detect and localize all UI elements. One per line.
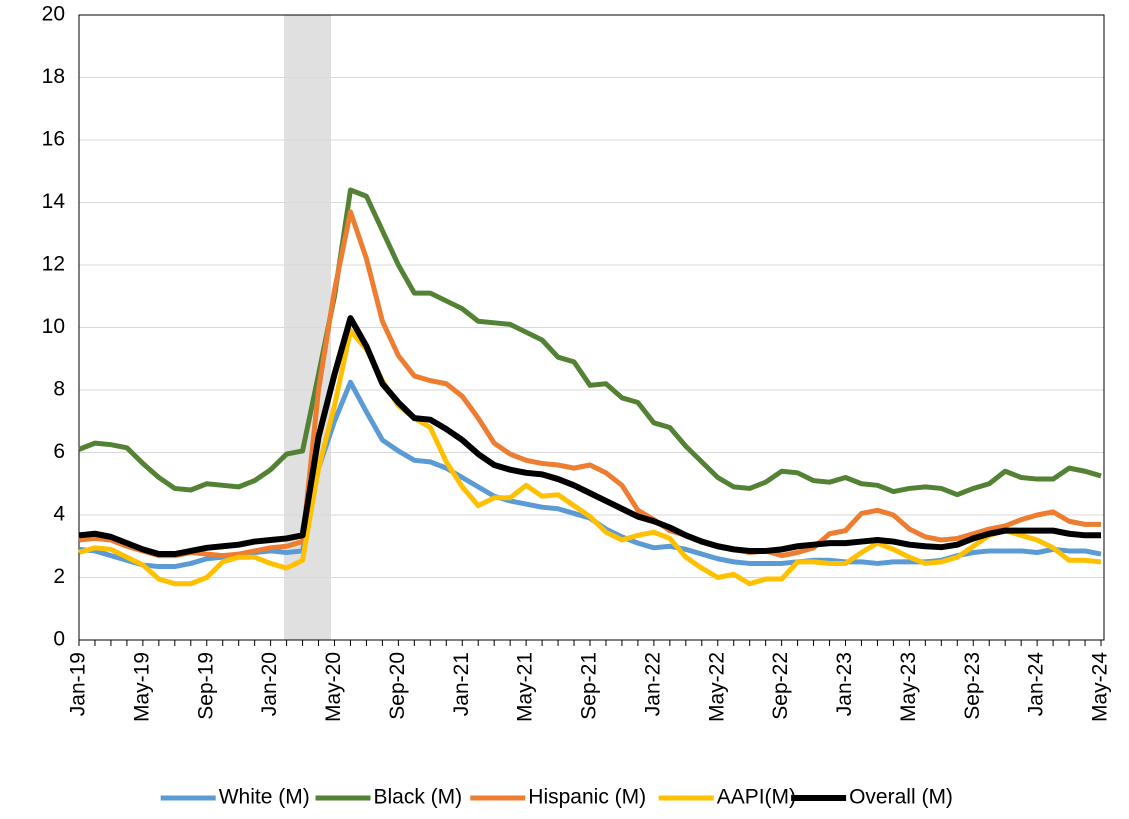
x-tick-label: May-22 <box>705 652 728 722</box>
series-line <box>78 187 1102 498</box>
x-tick-label: Sep-20 <box>386 652 409 720</box>
x-tick-label: Sep-21 <box>578 652 601 720</box>
y-tick-label: 4 <box>53 503 65 526</box>
x-tick-label: May-23 <box>897 652 920 722</box>
x-tick-label: Sep-19 <box>194 652 217 720</box>
x-tick-label: May-21 <box>514 652 537 722</box>
x-tick-label: May-24 <box>1089 652 1112 722</box>
x-tick-label: Sep-23 <box>961 652 984 720</box>
x-tick-label: Jan-21 <box>450 652 473 716</box>
legend-label: Overall (M) <box>849 786 953 809</box>
y-tick-label: 2 <box>53 565 65 588</box>
x-tick-label: Jan-24 <box>1025 652 1048 717</box>
x-tick-label: Jan-19 <box>67 652 90 716</box>
y-tick-label: 8 <box>53 378 65 401</box>
y-tick-label: 10 <box>42 315 65 338</box>
y-tick-label: 0 <box>53 628 65 651</box>
series-line <box>78 315 1101 558</box>
y-tick-label: 6 <box>53 440 65 463</box>
x-tick-label: Jan-20 <box>258 652 281 716</box>
series-line <box>78 209 1101 559</box>
series-line <box>78 328 1102 587</box>
x-tick-label: Jan-22 <box>641 652 664 716</box>
legend-label: Hispanic (M) <box>528 786 646 809</box>
x-tick-label: Sep-22 <box>769 652 792 720</box>
x-tick-label: Jan-23 <box>833 652 856 716</box>
plot-frame <box>78 14 1105 641</box>
legend-label: Black (M) <box>374 786 463 809</box>
y-tick-label: 18 <box>42 65 65 88</box>
y-tick-label: 16 <box>42 128 65 151</box>
y-tick-label: 12 <box>42 253 65 276</box>
y-tick-label: 20 <box>42 3 65 26</box>
legend-label: White (M) <box>219 786 310 809</box>
y-tick-label: 14 <box>42 190 66 213</box>
x-tick-label: May-20 <box>322 652 345 722</box>
legend-label: AAPI(M) <box>717 786 796 809</box>
x-tick-label: May-19 <box>130 652 153 722</box>
